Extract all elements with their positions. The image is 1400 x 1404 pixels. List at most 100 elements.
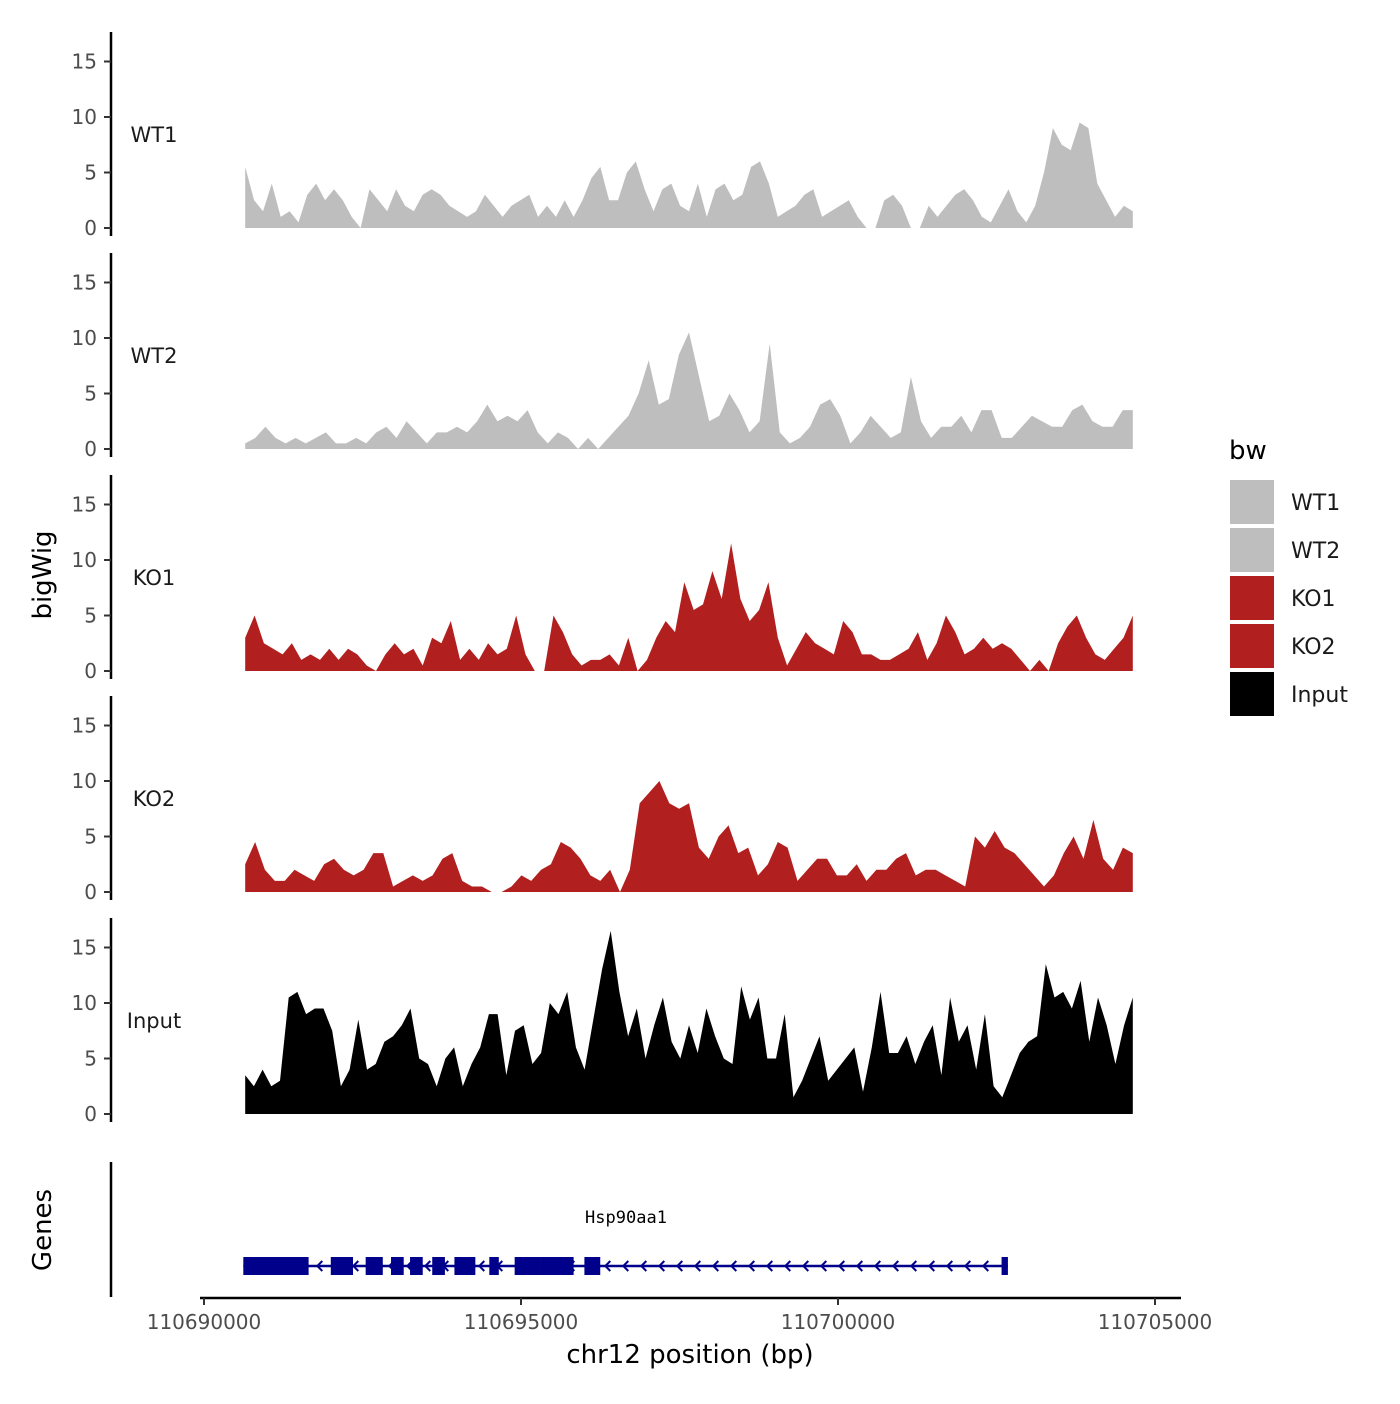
legend-swatch-ko1 (1230, 576, 1274, 620)
strand-arrow (315, 1260, 324, 1272)
strand-arrow (981, 1260, 990, 1272)
legend-swatch-input (1230, 672, 1274, 716)
y-tick-label: 10 (72, 326, 97, 350)
strand-arrow (639, 1260, 648, 1272)
gene-exon (540, 1257, 574, 1275)
strand-arrow (603, 1260, 612, 1272)
y-tick-label: 15 (72, 936, 97, 960)
y-tick-label: 5 (84, 1047, 97, 1071)
x-axis-title: chr12 position (bp) (566, 1340, 813, 1370)
coverage-area-wt1 (245, 122, 1133, 228)
strand-arrow (819, 1260, 828, 1272)
y-tick-label: 5 (84, 382, 97, 406)
gene-exon (584, 1257, 601, 1275)
y-tick-label: 15 (72, 271, 97, 295)
strand-arrow (909, 1260, 918, 1272)
gene-track: Hsp90aa1 (109, 1162, 1008, 1297)
track-label: KO1 (133, 566, 176, 590)
strand-arrow (351, 1260, 360, 1272)
gene-exon (410, 1257, 423, 1275)
strand-arrow (837, 1260, 846, 1272)
strand-arrow (801, 1260, 810, 1272)
x-ticks: 110690000 110695000 110700000 110705000 (147, 1298, 1213, 1334)
legend-label-input: Input (1291, 683, 1348, 708)
y-tick-label: 5 (84, 825, 97, 849)
y-tick-label: 10 (72, 105, 97, 129)
coverage-area-ko1 (245, 543, 1133, 671)
track-ko1: 0 5 10 15 KO1 (72, 475, 1133, 683)
strand-arrow (657, 1260, 666, 1272)
genes-axis-title: Genes (28, 1189, 58, 1271)
strand-arrow (693, 1260, 702, 1272)
y-tick-label: 10 (72, 769, 97, 793)
gene-exon (1001, 1257, 1008, 1275)
track-label: WT2 (131, 344, 178, 368)
strand-arrow (891, 1260, 900, 1272)
gene-exon (432, 1257, 445, 1275)
track-ko2: 0 5 10 15 KO2 (72, 696, 1133, 904)
x-tick-label: 110705000 (1098, 1310, 1213, 1334)
legend-label-ko2: KO2 (1291, 635, 1336, 660)
y-tick-label: 15 (72, 714, 97, 738)
strand-arrow (783, 1260, 792, 1272)
x-tick-label: 110695000 (464, 1310, 579, 1334)
x-tick-label: 110690000 (147, 1310, 262, 1334)
strand-arrow (711, 1260, 720, 1272)
coverage-area-wt2 (245, 332, 1133, 449)
track-input: 0 5 10 15 Input (72, 918, 1133, 1126)
legend-label-wt1: WT1 (1291, 491, 1340, 516)
track-label: Input (127, 1009, 181, 1033)
track-wt2: 0 5 10 15 WT2 (72, 253, 1133, 461)
strand-arrow (873, 1260, 882, 1272)
legend-swatch-wt1 (1230, 480, 1274, 524)
y-tick-label: 15 (72, 50, 97, 74)
strand-arrow (945, 1260, 954, 1272)
strand-arrow (855, 1260, 864, 1272)
legend: bw WT1 WT2 KO1 KO2 Input (1229, 436, 1348, 716)
strand-arrow (675, 1260, 684, 1272)
gene-exon (489, 1257, 499, 1275)
y-tick-label: 0 (84, 659, 97, 683)
y-tick-label: 5 (84, 604, 97, 628)
strand-arrow (423, 1260, 432, 1272)
legend-swatch-ko2 (1230, 624, 1274, 668)
strand-arrow (765, 1260, 774, 1272)
gene-exon (391, 1257, 404, 1275)
gene-exon (454, 1257, 476, 1275)
gene-exon (243, 1257, 309, 1275)
y-tick-label: 5 (84, 161, 97, 185)
y-tick-label: 10 (72, 548, 97, 572)
y-tick-label: 15 (72, 493, 97, 517)
strand-arrow (729, 1260, 738, 1272)
y-tick-label: 0 (84, 437, 97, 461)
coverage-tracks: 0 5 10 15 WT1 0 5 10 15 WT2 0 5 10 15 KO1 0 5 10 15 KO2 0 5 10… (72, 32, 1133, 1126)
gene-exon (514, 1257, 541, 1275)
track-label: WT1 (131, 123, 178, 147)
gene-model (243, 1257, 1008, 1275)
strand-arrow (621, 1260, 630, 1272)
y-tick-label: 0 (84, 216, 97, 240)
gene-exon (330, 1257, 353, 1275)
strand-arrow (927, 1260, 936, 1272)
legend-title: bw (1229, 436, 1267, 466)
coverage-area-ko2 (245, 781, 1133, 892)
gene-exon (365, 1257, 383, 1275)
legend-label-wt2: WT2 (1291, 539, 1340, 564)
strand-arrow (747, 1260, 756, 1272)
strand-arrow (477, 1260, 486, 1272)
legend-swatch-wt2 (1230, 528, 1274, 572)
x-tick-label: 110700000 (781, 1310, 896, 1334)
y-axis-title: bigWig (28, 530, 58, 619)
track-wt1: 0 5 10 15 WT1 (72, 32, 1133, 240)
gene-label: Hsp90aa1 (585, 1208, 667, 1228)
track-label: KO2 (133, 787, 176, 811)
y-tick-label: 0 (84, 880, 97, 904)
x-axis: 110690000 110695000 110700000 110705000 (147, 1296, 1213, 1334)
y-tick-label: 0 (84, 1102, 97, 1126)
legend-label-ko1: KO1 (1291, 587, 1336, 612)
y-tick-label: 10 (72, 991, 97, 1015)
coverage-area-input (245, 930, 1133, 1114)
strand-arrow (963, 1260, 972, 1272)
